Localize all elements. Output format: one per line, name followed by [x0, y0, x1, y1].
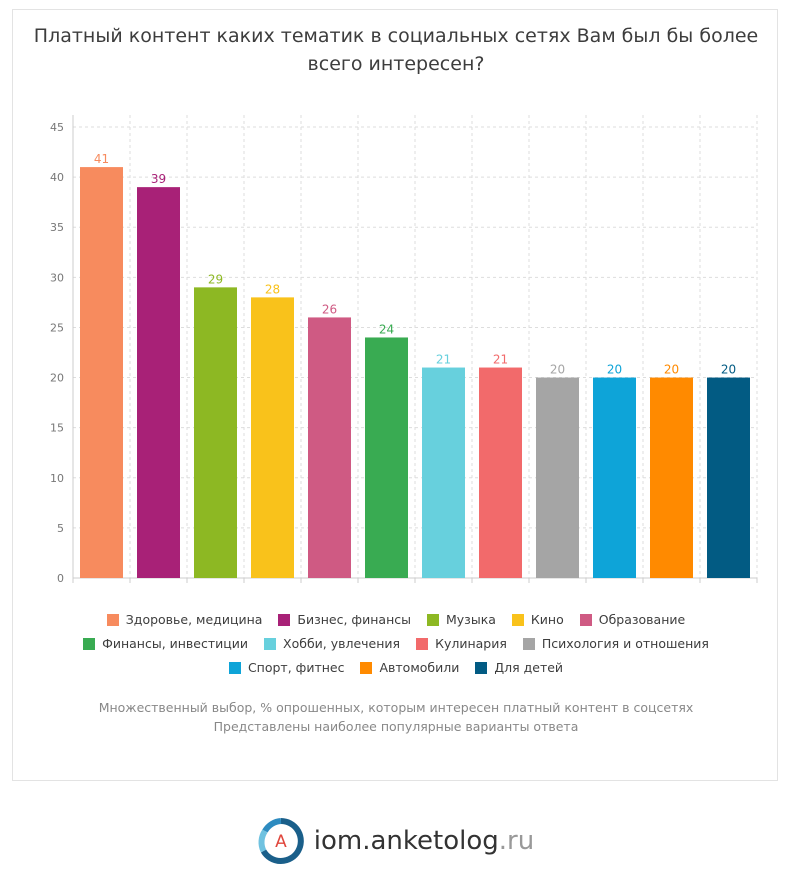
- legend-item[interactable]: Здоровье, медицина: [106, 612, 263, 627]
- legend-swatch: [83, 637, 96, 650]
- bar-9: [536, 377, 579, 578]
- legend-label: Хобби, увлечения: [283, 636, 401, 651]
- legend-label: Финансы, инвестиции: [102, 636, 249, 651]
- legend-swatch: [360, 661, 373, 674]
- chart-title: Платный контент каких тематик в социальн…: [33, 25, 759, 75]
- y-tick-label: 40: [50, 171, 64, 184]
- bar-10: [593, 377, 636, 578]
- legend-row: Здоровье, медицина Бизнес, финансы Музыка К…: [106, 612, 686, 627]
- bar-1: [80, 167, 123, 579]
- note-line-1: Множественный выбор, % опрошенных, котор…: [98, 700, 694, 715]
- data-label: 28: [265, 282, 280, 296]
- legend-item[interactable]: Кино: [511, 612, 564, 627]
- legend-swatch: [106, 613, 119, 626]
- legend-item[interactable]: Финансы, инвестиции: [83, 636, 248, 651]
- legend: Здоровье, медицина Бизнес, финансы Музыка К…: [40, 612, 752, 675]
- legend-item[interactable]: Образование: [579, 612, 686, 627]
- anketolog-logo-icon: A: [258, 818, 304, 864]
- y-axis-ticks: 0 5 10 15 20 25 30 35 40 45: [50, 121, 64, 585]
- y-tick-label: 0: [57, 572, 64, 585]
- legend-swatch: [427, 613, 439, 626]
- data-label: 21: [436, 353, 451, 367]
- legend-swatch: [511, 613, 524, 626]
- data-label: 20: [550, 363, 565, 377]
- y-tick-label: 5: [57, 522, 64, 535]
- legend-swatch: [579, 613, 592, 626]
- legend-label: Психология и отношения: [541, 636, 709, 651]
- grid-lines: [72, 115, 758, 583]
- y-tick-label: 35: [50, 221, 64, 234]
- legend-label: Музыка: [446, 612, 496, 627]
- data-label: 21: [493, 353, 508, 367]
- legend-label: Автомобили: [379, 660, 460, 675]
- bar-8: [479, 367, 522, 578]
- logo-letter: A: [275, 832, 287, 852]
- legend-label: Образование: [598, 612, 686, 627]
- legend-swatch: [228, 661, 241, 674]
- bar-4: [251, 297, 294, 578]
- bar-2: [137, 187, 180, 578]
- y-tick-label: 25: [50, 321, 64, 334]
- bar-7: [422, 367, 465, 578]
- legend-swatch: [278, 613, 291, 626]
- legend-item[interactable]: Психология и отношения: [522, 636, 709, 651]
- data-labels: 41 39 29 28 26 24 21 21 20 20 20 20: [94, 152, 736, 376]
- y-tick-label: 20: [50, 372, 64, 385]
- legend-label: Кино: [530, 612, 564, 627]
- legend-item[interactable]: Бизнес, финансы: [278, 612, 411, 627]
- legend-swatch: [475, 661, 488, 674]
- bar-chart: 0 5 10 15 20 25 30 35 40 45 41 39 29 28 26 24 21 21 20 20 2…: [50, 115, 758, 585]
- bar-11: [650, 377, 693, 578]
- y-tick-label: 10: [50, 472, 64, 485]
- legend-label: Кулинария: [435, 636, 507, 651]
- data-label: 26: [322, 302, 337, 316]
- legend-swatch: [522, 637, 535, 650]
- bars: [80, 167, 750, 579]
- y-tick-label: 30: [50, 271, 64, 284]
- legend-label: Здоровье, медицина: [125, 612, 263, 627]
- data-label: 24: [379, 322, 394, 336]
- bar-3: [194, 287, 237, 578]
- bar-12: [707, 377, 750, 578]
- brand-footer[interactable]: A iom.anketolog.ru: [0, 818, 792, 864]
- chart-notes: Множественный выбор, % опрошенных, котор…: [20, 698, 772, 736]
- legend-item[interactable]: Музыка: [427, 612, 496, 627]
- data-label: 20: [664, 363, 679, 377]
- data-label: 20: [721, 363, 736, 377]
- data-label: 20: [607, 363, 622, 377]
- legend-item[interactable]: Хобби, увлечения: [264, 636, 400, 651]
- data-label: 41: [94, 152, 109, 166]
- legend-label: Для детей: [494, 660, 564, 675]
- bar-5: [308, 317, 351, 578]
- legend-row: Финансы, инвестиции Хобби, увлечения Кулин…: [83, 636, 709, 651]
- data-label: 29: [208, 272, 223, 286]
- legend-label: Спорт, фитнес: [247, 660, 345, 675]
- legend-label: Бизнес, финансы: [297, 612, 411, 627]
- legend-row: Спорт, фитнес Автомобили Для детей: [228, 660, 563, 675]
- data-label: 39: [151, 172, 166, 186]
- legend-item[interactable]: Для детей: [475, 660, 563, 675]
- y-tick-label: 15: [50, 422, 64, 435]
- legend-item[interactable]: Спорт, фитнес: [228, 660, 345, 675]
- brand-name: iom.anketolog.ru: [313, 826, 535, 856]
- legend-item[interactable]: Кулинария: [416, 636, 507, 651]
- legend-swatch: [264, 637, 277, 650]
- legend-swatch: [416, 637, 429, 650]
- legend-item[interactable]: Автомобили: [360, 660, 459, 675]
- note-line-2: Представлены наиболее популярные вариант…: [213, 719, 579, 734]
- y-tick-label: 45: [50, 121, 64, 134]
- bar-6: [365, 337, 408, 578]
